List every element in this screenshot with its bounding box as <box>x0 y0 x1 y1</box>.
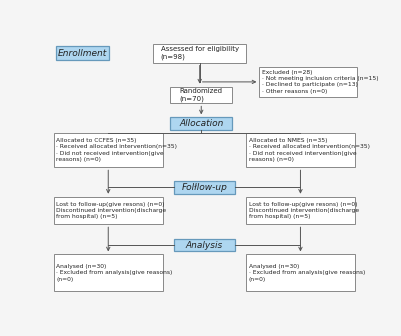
FancyBboxPatch shape <box>259 67 357 97</box>
Text: Allocated to CCFES (n=35)
· Received allocated intervention(n=35)
· Did not rece: Allocated to CCFES (n=35) · Received all… <box>56 138 177 162</box>
Text: Analysed (n=30)
· Excluded from analysis(give reasons)
(n=0): Analysed (n=30) · Excluded from analysis… <box>56 264 173 282</box>
Text: Lost to follow-up(give resons) (n=0)
Discontinued intervention(discharge
from ho: Lost to follow-up(give resons) (n=0) Dis… <box>249 202 358 219</box>
FancyBboxPatch shape <box>246 197 355 224</box>
FancyBboxPatch shape <box>170 117 232 130</box>
Text: Lost to follow-up(give resons) (n=0)
Discontinued intervention(discharge
from ho: Lost to follow-up(give resons) (n=0) Dis… <box>56 202 166 219</box>
Text: Folłlow-up: Folłlow-up <box>181 183 227 192</box>
FancyBboxPatch shape <box>246 133 355 167</box>
FancyBboxPatch shape <box>174 239 235 251</box>
Text: Assessed for eligibility
(n=98): Assessed for eligibility (n=98) <box>161 46 239 60</box>
FancyBboxPatch shape <box>153 44 246 62</box>
Text: Analysis: Analysis <box>186 241 223 250</box>
Text: Allocation: Allocation <box>179 119 223 128</box>
Text: Analysed (n=30)
· Excluded from analysis(give reasons)
(n=0): Analysed (n=30) · Excluded from analysis… <box>249 264 365 282</box>
FancyBboxPatch shape <box>54 133 162 167</box>
Text: Enrollment: Enrollment <box>58 49 107 58</box>
FancyBboxPatch shape <box>54 197 162 224</box>
Text: Randomized
(n=70): Randomized (n=70) <box>180 88 223 102</box>
FancyBboxPatch shape <box>246 254 355 291</box>
FancyBboxPatch shape <box>174 181 235 194</box>
FancyBboxPatch shape <box>170 86 232 103</box>
Text: Allocated to NMES (n=35)
· Received allocated intervention(n=35)
· Did not recei: Allocated to NMES (n=35) · Received allo… <box>249 138 370 162</box>
FancyBboxPatch shape <box>56 46 109 60</box>
FancyBboxPatch shape <box>54 254 162 291</box>
Text: Excluded (n=28)
· Not meeting inclusion criteria (n=15)
· Declined to participat: Excluded (n=28) · Not meeting inclusion … <box>262 70 378 94</box>
